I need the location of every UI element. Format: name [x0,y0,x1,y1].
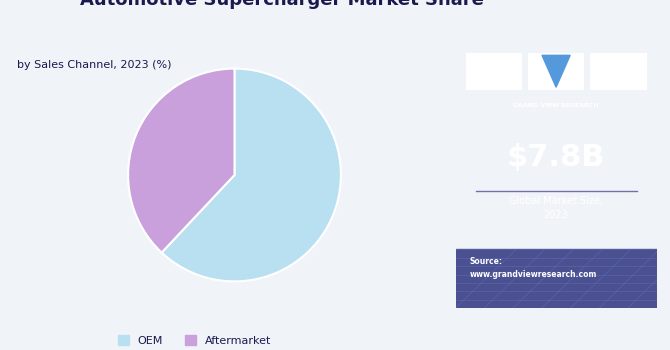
Text: $7.8B: $7.8B [507,143,605,172]
Text: by Sales Channel, 2023 (%): by Sales Channel, 2023 (%) [17,60,172,70]
Text: GRAND VIEW RESEARCH: GRAND VIEW RESEARCH [513,103,599,108]
FancyBboxPatch shape [466,52,522,90]
Text: Automotive Supercharger Market Share: Automotive Supercharger Market Share [80,0,484,9]
Wedge shape [128,69,234,253]
FancyBboxPatch shape [528,52,584,90]
Bar [456,250,657,308]
Polygon shape [542,55,570,87]
Text: Source:
www.grandviewresearch.com: Source: www.grandviewresearch.com [470,258,597,279]
Legend: OEM, Aftermarket: OEM, Aftermarket [113,331,276,350]
Wedge shape [161,69,341,281]
FancyBboxPatch shape [590,52,647,90]
Text: Global Market Size,
2023: Global Market Size, 2023 [509,196,603,220]
